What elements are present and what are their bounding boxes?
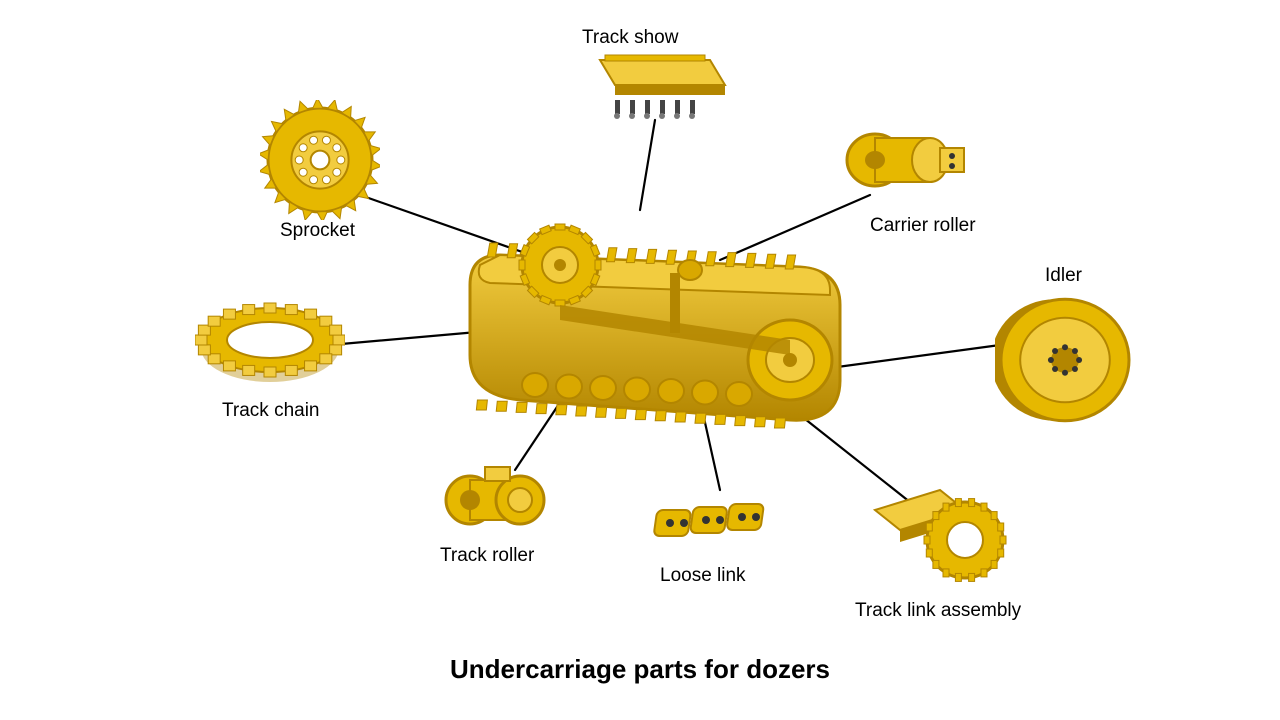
carrier-roller-icon: [840, 120, 970, 205]
track-link-assembly-label: Track link assembly: [855, 600, 1021, 622]
track-roller-label: Track roller: [440, 545, 534, 567]
track-chain-label: Track chain: [222, 400, 320, 422]
central-undercarriage: [430, 185, 860, 435]
idler-label: Idler: [1045, 265, 1082, 287]
track-show-label: Track show: [582, 27, 678, 49]
idler-icon: [995, 290, 1135, 435]
carrier-roller-label: Carrier roller: [870, 215, 976, 237]
diagram-title: Undercarriage parts for dozers: [0, 654, 1280, 685]
track-show-icon: [580, 50, 730, 125]
diagram-stage: Track show Sprocket Carrier roller Track…: [0, 0, 1280, 720]
loose-link-icon: [650, 490, 780, 565]
loose-link-label: Loose link: [660, 565, 746, 587]
track-link-assembly-icon: [870, 480, 1010, 595]
track-chain-icon: [195, 290, 345, 395]
sprocket-icon: [260, 100, 380, 225]
sprocket-label: Sprocket: [280, 220, 355, 242]
track-roller-icon: [440, 455, 570, 540]
